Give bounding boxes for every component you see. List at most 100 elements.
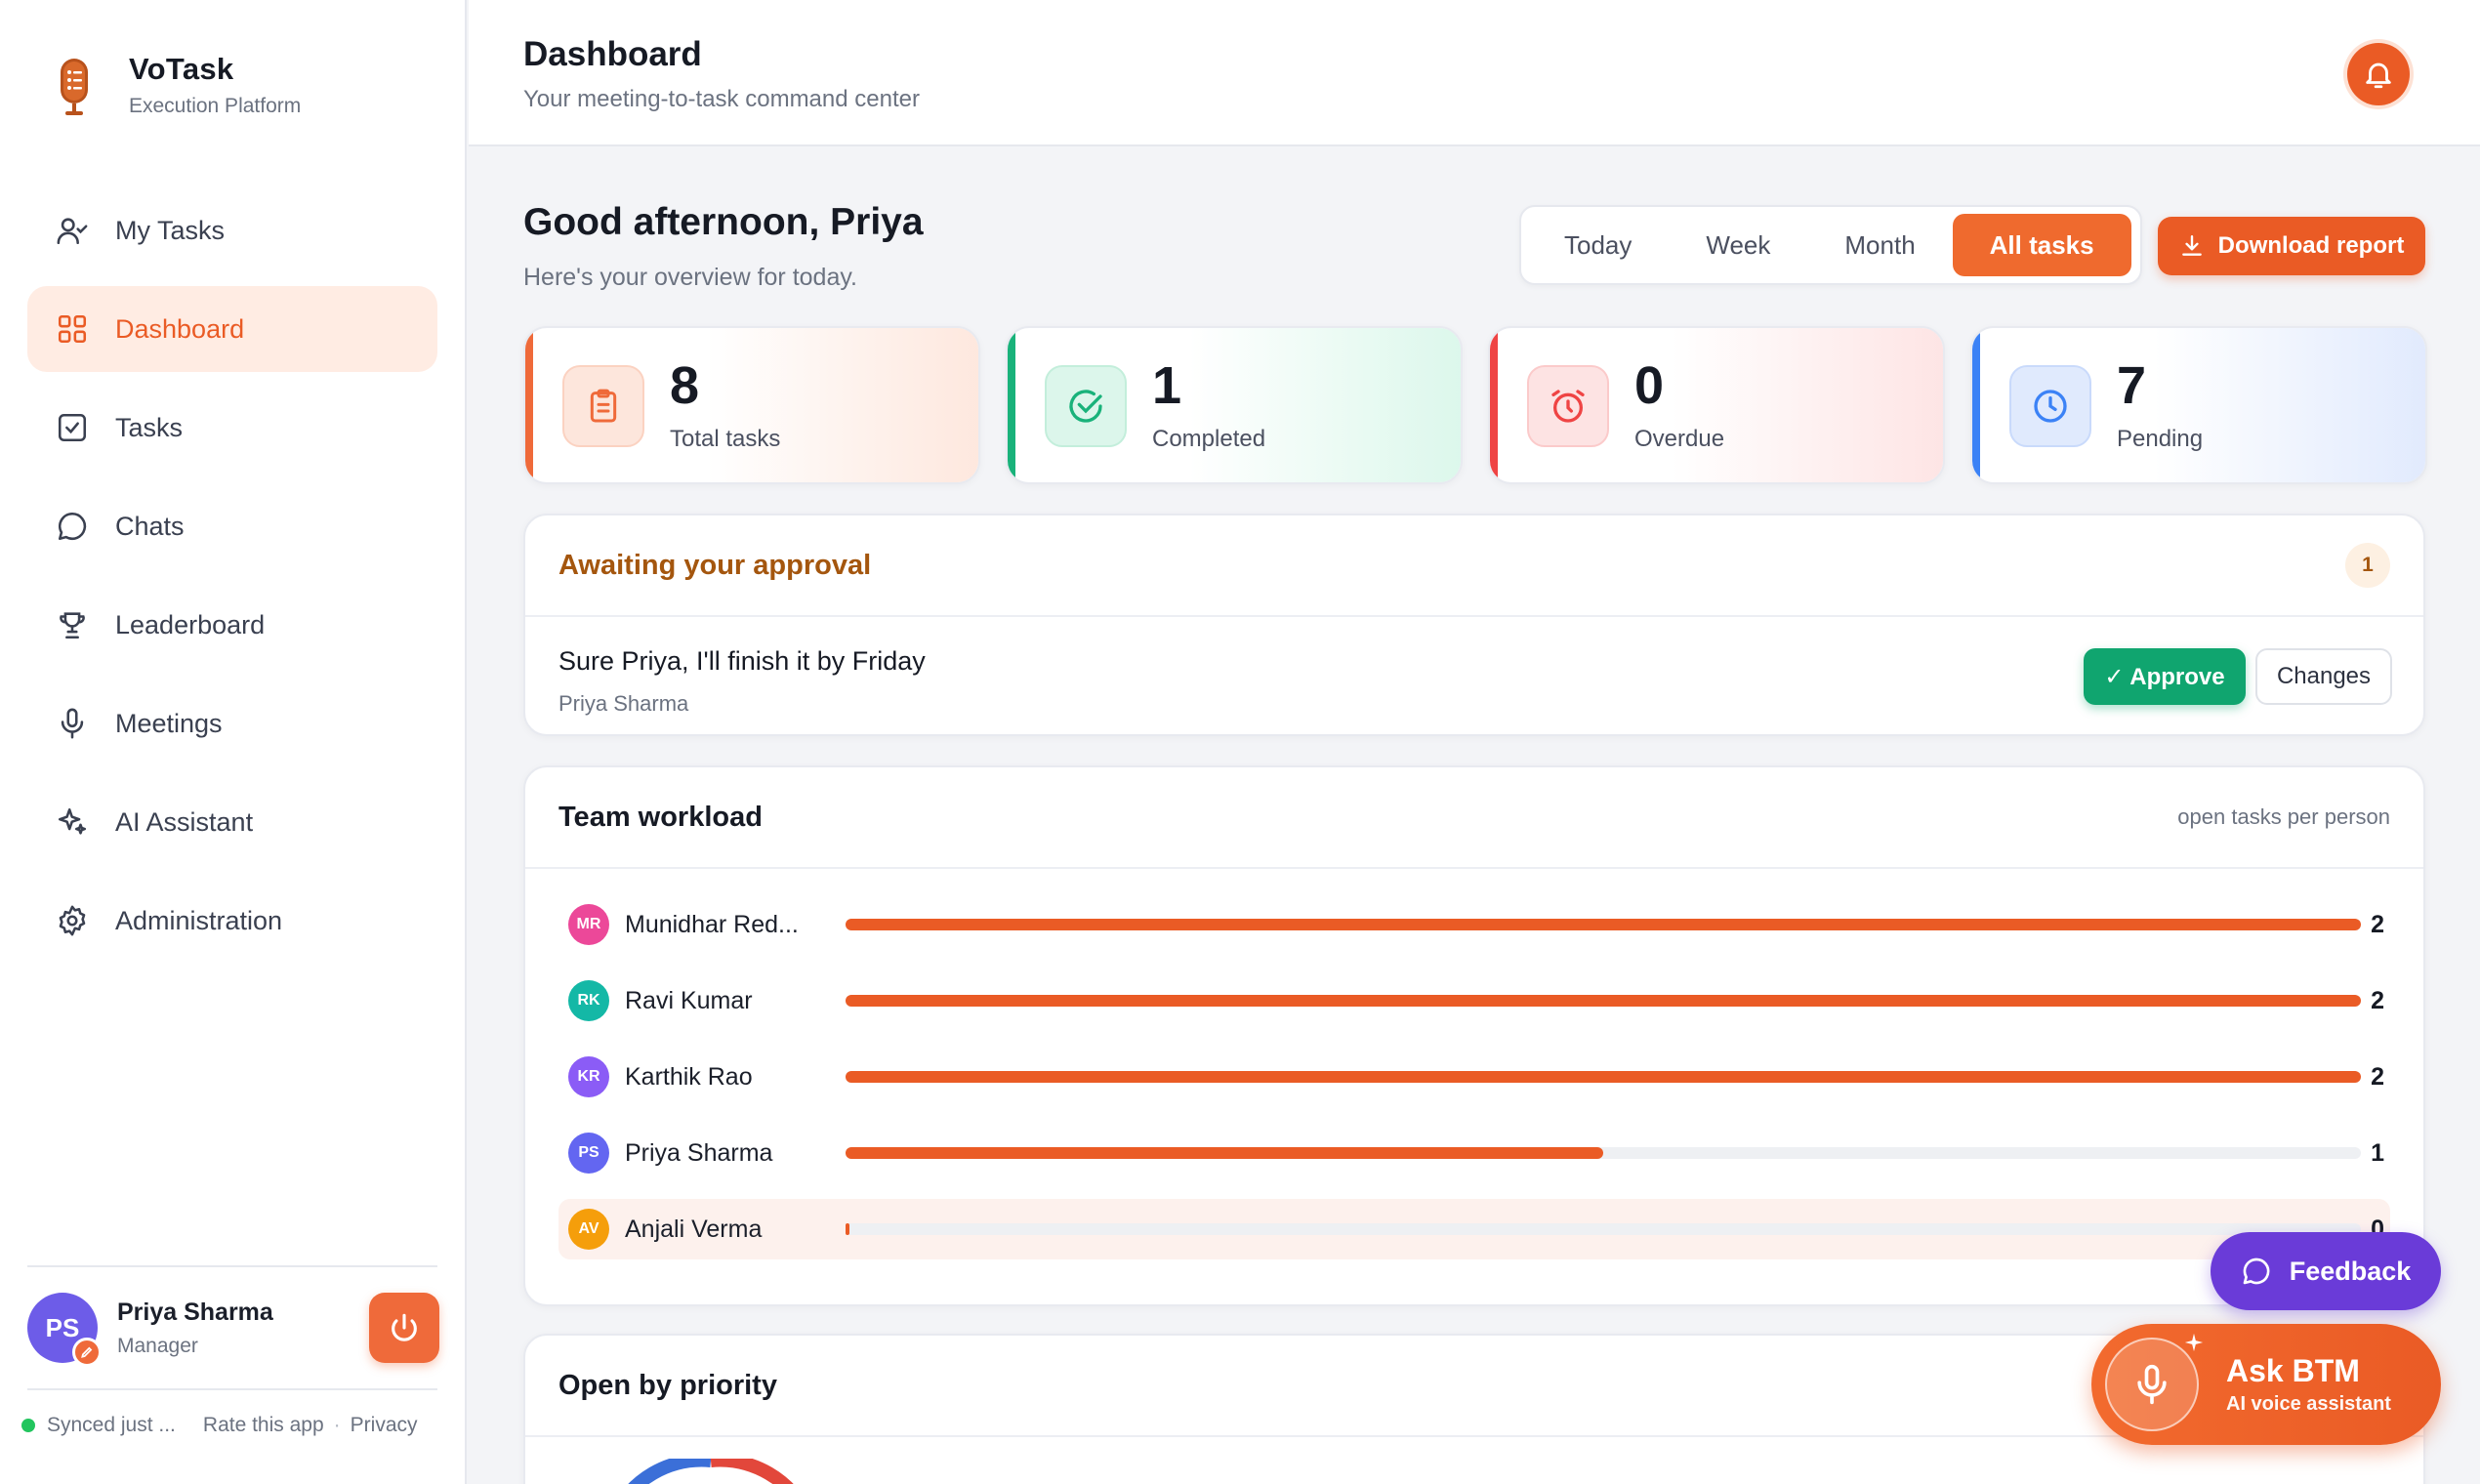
feedback-button[interactable]: Feedback	[2211, 1232, 2441, 1310]
workload-row[interactable]: MR Munidhar Red... 2	[558, 894, 2390, 955]
feedback-label: Feedback	[2289, 1256, 2412, 1286]
greeting-subtitle: Here's your overview for today.	[523, 264, 857, 291]
avatar[interactable]: PS	[27, 1293, 102, 1367]
sidebar-nav: My Tasks Dashboard Tasks Chats Leaderboa…	[27, 187, 437, 976]
divider	[27, 1265, 437, 1267]
microphone-icon	[2105, 1333, 2204, 1431]
workload-row[interactable]: PS Priya Sharma 1	[558, 1123, 2390, 1183]
ask-btm-button[interactable]: Ask BTM AI voice assistant	[2091, 1324, 2441, 1445]
workload-person-name: Karthik Rao	[625, 1062, 753, 1091]
alarm-icon	[1527, 365, 1609, 447]
edit-icon[interactable]	[72, 1338, 102, 1367]
download-report-button[interactable]: Download report	[2158, 217, 2425, 275]
workload-row[interactable]: AV Anjali Verma 0	[558, 1199, 2390, 1259]
filter-month[interactable]: Month	[1844, 229, 1916, 260]
votask-logo-icon	[61, 59, 88, 115]
workload-row[interactable]: RK Ravi Kumar 2	[558, 970, 2390, 1031]
stat-card-pending[interactable]: 7 Pending	[1970, 326, 2427, 484]
stat-value: 7	[2117, 356, 2147, 415]
sidebar-item-dashboard[interactable]: Dashboard	[27, 286, 437, 372]
workload-row[interactable]: KR Karthik Rao 2	[558, 1047, 2390, 1107]
chat-icon	[55, 509, 90, 544]
stat-card-overdue[interactable]: 0 Overdue	[1488, 326, 1945, 484]
download-icon	[2179, 233, 2205, 259]
workload-count: 1	[2371, 1138, 2384, 1167]
avatar: KR	[568, 1056, 609, 1097]
user-check-icon	[55, 213, 90, 248]
workload-note: open tasks per person	[2177, 804, 2390, 829]
brand[interactable]: VoTask Execution Platform	[55, 51, 301, 119]
download-report-label: Download report	[2217, 232, 2405, 259]
workload-bar-track	[846, 1147, 2361, 1159]
sidebar-item-meetings[interactable]: Meetings	[27, 680, 437, 766]
sidebar-item-label: Leaderboard	[115, 609, 266, 639]
sidebar-item-label: My Tasks	[115, 215, 226, 245]
greeting-title: Good afternoon, Priya	[523, 201, 924, 243]
trophy-icon	[55, 607, 90, 642]
workload-count: 2	[2371, 910, 2384, 938]
priority-title: Open by priority	[558, 1369, 777, 1401]
divider	[27, 1388, 437, 1390]
avatar: RK	[568, 980, 609, 1021]
approval-card: Awaiting your approval 1 Sure Priya, I'l…	[523, 514, 2425, 736]
sidebar-item-ai-assistant[interactable]: AI Assistant	[27, 779, 437, 865]
workload-bar-track	[846, 1071, 2361, 1083]
page-title: Dashboard	[523, 35, 702, 73]
clipboard-icon	[562, 365, 644, 447]
sync-status: Synced just ...	[47, 1414, 176, 1436]
top-bar: Dashboard Your meeting-to-task command c…	[469, 0, 2480, 146]
sidebar-item-label: Meetings	[115, 708, 223, 738]
workload-bar	[846, 919, 2361, 930]
sidebar: VoTask Execution Platform My Tasks Dashb…	[0, 0, 467, 1484]
microphone-icon	[55, 706, 90, 741]
filter-all-tasks[interactable]: All tasks	[1952, 214, 2131, 276]
bell-icon	[2366, 62, 2391, 89]
priority-donut	[628, 1459, 794, 1484]
avatar: MR	[568, 904, 609, 945]
sparkle-icon	[2184, 1333, 2204, 1352]
stat-label: Overdue	[1634, 426, 1725, 452]
workload-person-name: Munidhar Red...	[625, 910, 799, 938]
stat-label: Total tasks	[670, 426, 781, 452]
approval-item-text: Sure Priya, I'll finish it by Friday	[558, 646, 926, 676]
filter-today[interactable]: Today	[1564, 229, 1633, 260]
workload-list: MR Munidhar Red... 2 RK Ravi Kumar 2 KR …	[525, 869, 2423, 1259]
user-profile[interactable]: PS Priya Sharma Manager	[27, 1291, 439, 1367]
sidebar-item-leaderboard[interactable]: Leaderboard	[27, 582, 437, 668]
workload-person-name: Ravi Kumar	[625, 986, 753, 1014]
filter-week[interactable]: Week	[1706, 229, 1771, 260]
logout-button[interactable]	[369, 1293, 439, 1363]
workload-count: 2	[2371, 1062, 2384, 1091]
stat-value: 1	[1152, 356, 1182, 415]
sidebar-item-chats[interactable]: Chats	[27, 483, 437, 569]
clock-icon	[2009, 365, 2091, 447]
avatar: AV	[568, 1209, 609, 1250]
stat-card-completed[interactable]: 1 Completed	[1006, 326, 1463, 484]
time-filter: Today Week Month All tasks	[1519, 205, 2142, 285]
stat-card-total[interactable]: 8 Total tasks	[523, 326, 980, 484]
approval-count-badge: 1	[2345, 543, 2390, 588]
user-role: Manager	[117, 1334, 198, 1357]
sync-status-icon	[21, 1419, 35, 1432]
sparkle-icon	[55, 804, 90, 840]
sidebar-item-my-tasks[interactable]: My Tasks	[27, 187, 437, 273]
privacy-link[interactable]: Privacy	[350, 1414, 418, 1436]
approval-title: Awaiting your approval	[558, 549, 872, 581]
sidebar-item-label: Chats	[115, 511, 185, 541]
sidebar-item-administration[interactable]: Administration	[27, 878, 437, 964]
request-changes-button[interactable]: Changes	[2255, 648, 2392, 705]
sidebar-item-label: Administration	[115, 905, 283, 935]
stat-label: Pending	[2117, 426, 2204, 452]
separator: ·	[333, 1414, 341, 1436]
notifications-button[interactable]	[2347, 43, 2410, 105]
stat-value: 0	[1634, 356, 1665, 415]
workload-bar	[846, 1071, 2361, 1083]
chat-icon	[2241, 1256, 2272, 1287]
sidebar-item-tasks[interactable]: Tasks	[27, 385, 437, 471]
avatar: PS	[568, 1133, 609, 1174]
page-subtitle: Your meeting-to-task command center	[523, 86, 920, 112]
approve-button[interactable]: ✓ Approve	[2084, 648, 2246, 705]
approval-item-author: Priya Sharma	[558, 691, 689, 716]
rate-app-link[interactable]: Rate this app	[202, 1414, 324, 1436]
approval-item: Sure Priya, I'll finish it by Friday Pri…	[525, 617, 2423, 734]
